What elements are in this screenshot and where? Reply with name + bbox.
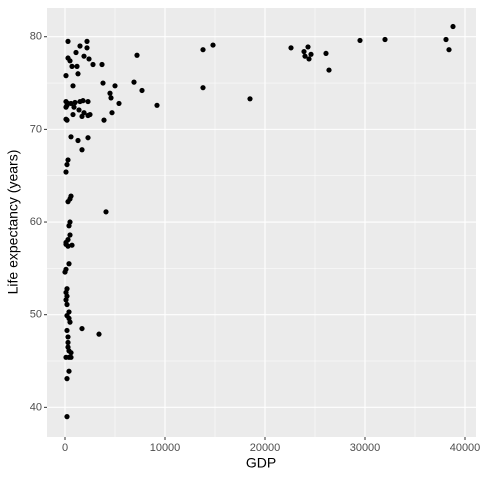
point [87, 111, 93, 118]
point [108, 95, 114, 101]
point [68, 134, 74, 140]
point [210, 42, 216, 48]
point [247, 96, 253, 102]
point [64, 414, 70, 420]
y-tick-label: 80 [30, 31, 42, 43]
point [69, 242, 75, 248]
point [134, 52, 140, 58]
point [74, 63, 80, 69]
point [63, 297, 69, 303]
point [64, 301, 70, 308]
point [64, 376, 70, 382]
y-axis-title: Life expectancy (years) [5, 150, 21, 295]
point [90, 61, 96, 68]
point [357, 37, 363, 44]
x-tick-label: 0 [62, 442, 68, 454]
y-tick-label: 60 [30, 216, 42, 228]
x-axis-title: GDP [246, 455, 276, 471]
point [301, 48, 307, 55]
point [66, 368, 72, 374]
point [65, 100, 71, 107]
point [64, 327, 70, 334]
point [76, 107, 82, 113]
point [84, 45, 90, 51]
point [68, 350, 74, 356]
point [81, 110, 87, 116]
point [63, 169, 69, 175]
point [73, 49, 79, 56]
x-tick-label: 10000 [150, 442, 181, 454]
point [96, 331, 102, 337]
point [70, 111, 76, 118]
point [71, 104, 77, 110]
point [200, 47, 206, 53]
point [64, 161, 70, 168]
point [101, 117, 107, 123]
point [75, 71, 81, 77]
point [323, 50, 329, 57]
point [446, 47, 452, 53]
point [65, 38, 71, 44]
point [70, 83, 76, 89]
point [67, 319, 73, 325]
point [288, 45, 294, 51]
point [131, 79, 137, 85]
point [306, 56, 312, 62]
point [66, 261, 72, 267]
point [75, 137, 81, 144]
y-tick-label: 50 [30, 309, 42, 321]
point [68, 354, 74, 360]
point [107, 90, 113, 96]
point [116, 100, 122, 107]
point [79, 147, 85, 153]
x-tick-label: 40000 [450, 442, 480, 454]
point [64, 117, 70, 123]
point [65, 157, 71, 163]
point [77, 98, 83, 105]
point [77, 43, 83, 49]
point [65, 199, 71, 205]
point [79, 325, 85, 332]
point [326, 67, 332, 73]
point [86, 56, 92, 62]
point [63, 73, 69, 79]
point [66, 223, 72, 229]
x-tick-label: 20000 [250, 442, 281, 454]
point [99, 61, 105, 68]
point [84, 38, 90, 44]
point [200, 85, 206, 91]
point [308, 51, 314, 57]
point [305, 44, 311, 50]
point [100, 80, 106, 86]
point [382, 36, 388, 43]
point [450, 23, 456, 30]
point [63, 241, 69, 247]
point [72, 99, 78, 106]
point [103, 209, 109, 215]
x-tick-label: 30000 [350, 442, 381, 454]
point [62, 269, 68, 275]
point [139, 87, 145, 94]
point [65, 339, 71, 346]
point [112, 83, 118, 89]
point [443, 36, 449, 43]
point [65, 55, 71, 61]
point [109, 110, 115, 116]
y-tick-label: 40 [30, 401, 42, 413]
point [154, 102, 160, 108]
point [81, 53, 87, 59]
point [65, 334, 71, 340]
point [69, 63, 75, 69]
point [85, 98, 91, 105]
point [85, 135, 91, 141]
y-tick-label: 70 [30, 123, 42, 135]
point [302, 53, 308, 59]
point [67, 232, 73, 238]
